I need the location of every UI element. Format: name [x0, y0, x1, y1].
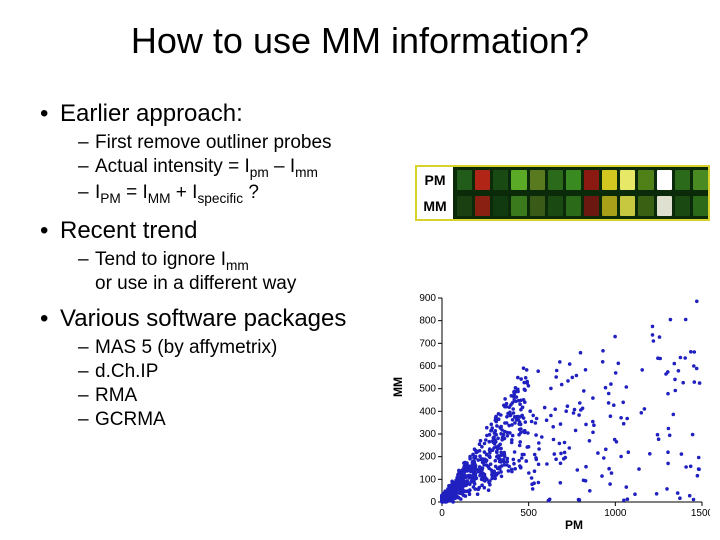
heatmap-cell [566, 196, 581, 217]
heatmap-cell [530, 170, 545, 191]
bullet-level-2: RMA [40, 385, 440, 407]
heatmap-cell [511, 170, 526, 191]
heatmap-cell [548, 196, 563, 217]
svg-text:1500: 1500 [691, 508, 710, 519]
heatmap-cell [620, 170, 635, 191]
heatmap-cell [475, 170, 490, 191]
svg-text:900: 900 [419, 293, 436, 304]
heatmap-cell [584, 170, 599, 191]
heatmap-cell [475, 196, 490, 217]
heatmap-cell [675, 196, 690, 217]
svg-text:600: 600 [419, 361, 436, 372]
bullet-list: Earlier approach: First remove outliner p… [40, 90, 440, 433]
heatmap-cell [548, 170, 563, 191]
svg-text:0: 0 [439, 508, 445, 519]
svg-text:100: 100 [419, 474, 436, 485]
svg-text:500: 500 [520, 508, 537, 519]
heatmap-cell [657, 170, 672, 191]
heatmap-cell [493, 170, 508, 191]
heatmap-cell [675, 170, 690, 191]
bullet-level-2: MAS 5 (by affymetrix) [40, 337, 440, 359]
svg-text:800: 800 [419, 316, 436, 327]
svg-text:200: 200 [419, 452, 436, 463]
heatmap-cell [638, 196, 653, 217]
heatmap-cell [530, 196, 545, 217]
heatmap-cell [602, 170, 617, 191]
heatmap-cell [457, 170, 472, 191]
pm-vs-mm-scatter: MM PM 0100200300400500600700800900050010… [400, 290, 710, 530]
heatmap-cell [693, 196, 708, 217]
heatmap-row-label: MM [417, 193, 453, 219]
svg-text:700: 700 [419, 338, 436, 349]
svg-text:500: 500 [419, 384, 436, 395]
bullet-level-2: IPM = IMM + Ispecific ? [40, 182, 440, 207]
heatmap-row: MM [417, 193, 708, 219]
bullet-level-2: Tend to ignore Immor use in a different … [40, 249, 440, 295]
pm-mm-heatmap: PMMM [415, 165, 710, 221]
heatmap-cell [638, 170, 653, 191]
svg-text:300: 300 [419, 429, 436, 440]
bullet-level-2: d.Ch.IP [40, 361, 440, 383]
bullet-level-1: Various software packages [40, 305, 440, 333]
heatmap-cell [657, 196, 672, 217]
heatmap-cell [584, 196, 599, 217]
heatmap-cell [493, 196, 508, 217]
heatmap-cell [693, 170, 708, 191]
scatter-points [440, 300, 701, 504]
heatmap-cell [620, 196, 635, 217]
svg-text:400: 400 [419, 406, 436, 417]
heatmap-cell [566, 170, 581, 191]
heatmap-row-label: PM [417, 167, 453, 193]
bullet-level-1: Recent trend [40, 217, 440, 245]
page-title: How to use MM information? [0, 20, 720, 62]
bullet-level-2: GCRMA [40, 409, 440, 431]
y-axis-label: MM [391, 377, 405, 397]
bullet-level-2: Actual intensity = Ipm – Imm [40, 156, 440, 181]
svg-text:0: 0 [430, 497, 436, 508]
bullet-level-1: Earlier approach: [40, 100, 440, 128]
bullet-level-2: First remove outliner probes [40, 132, 440, 154]
x-axis-label: PM [565, 518, 583, 532]
heatmap-cell [511, 196, 526, 217]
heatmap-cell [602, 196, 617, 217]
heatmap-cell [457, 196, 472, 217]
svg-text:1000: 1000 [604, 508, 627, 519]
heatmap-row: PM [417, 167, 708, 193]
